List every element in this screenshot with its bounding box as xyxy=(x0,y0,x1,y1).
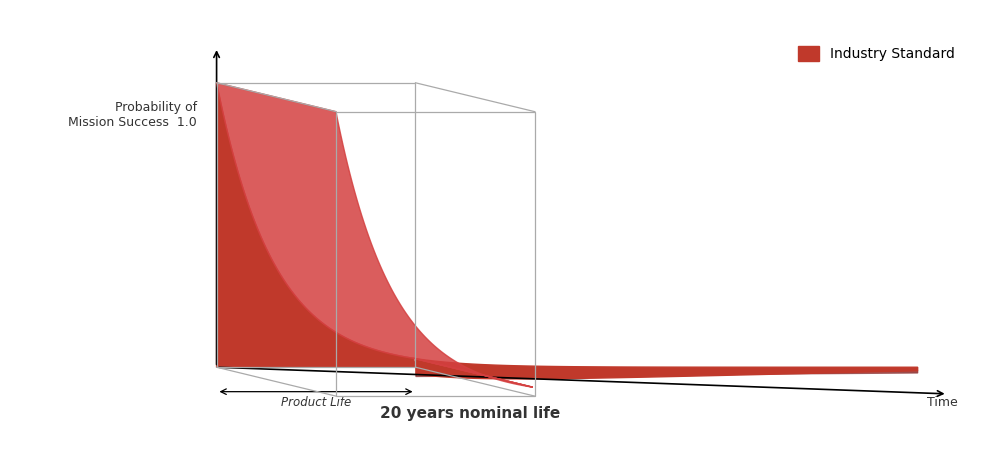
Polygon shape xyxy=(416,359,918,379)
Text: Time: Time xyxy=(927,396,957,409)
Legend: Industry Standard: Industry Standard xyxy=(793,41,960,67)
Polygon shape xyxy=(416,371,918,377)
Polygon shape xyxy=(414,358,533,387)
Text: Probability of
Mission Success  1.0: Probability of Mission Success 1.0 xyxy=(68,100,197,129)
Polygon shape xyxy=(217,83,415,367)
Text: 20 years nominal life: 20 years nominal life xyxy=(380,405,560,421)
Text: Product Life: Product Life xyxy=(281,396,351,409)
Polygon shape xyxy=(217,83,533,387)
